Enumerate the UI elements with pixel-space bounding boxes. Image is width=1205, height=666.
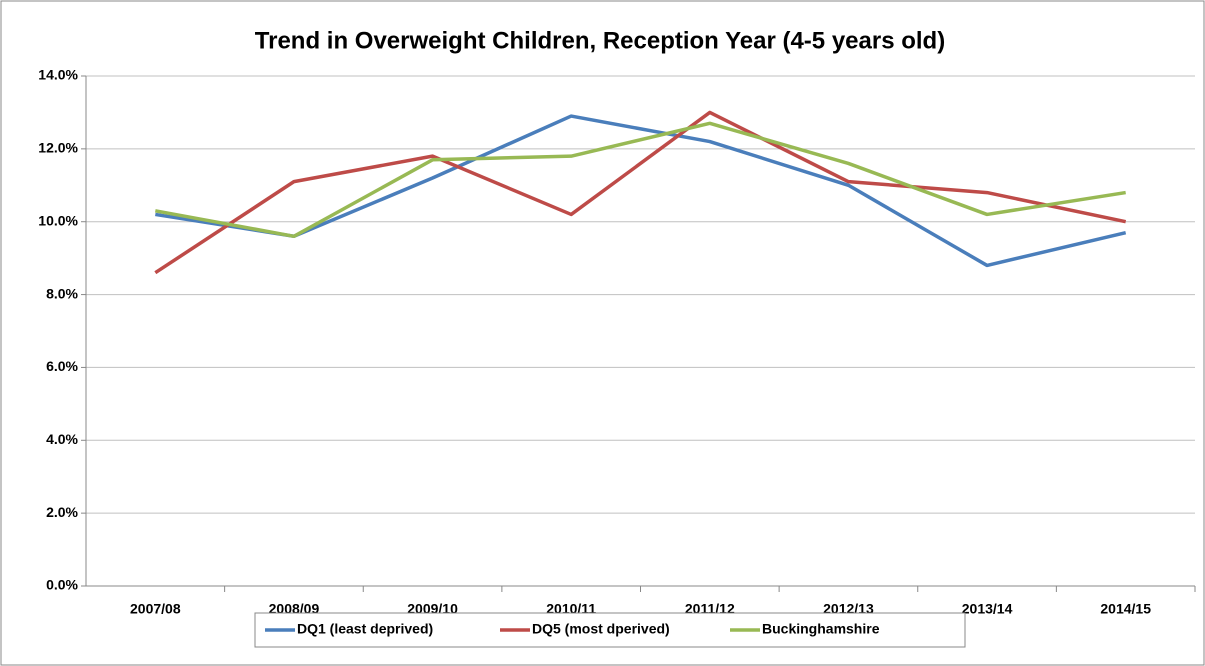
series-line: [154, 110, 1127, 275]
x-tick-label: 2007/08: [130, 601, 181, 617]
y-tick-label: 0.0%: [46, 577, 78, 593]
y-tick-label: 8.0%: [46, 285, 78, 301]
chart-title: Trend in Overweight Children, Reception …: [255, 27, 945, 54]
x-tick-label: 2014/15: [1100, 601, 1151, 617]
y-tick-label: 10.0%: [38, 212, 78, 228]
legend-box: [254, 612, 966, 648]
y-tick-label: 14.0%: [38, 67, 78, 83]
y-tick-label: 2.0%: [46, 504, 78, 520]
y-tick-label: 6.0%: [46, 358, 78, 374]
x-tick-label: 2013/14: [962, 601, 1013, 617]
series-line: [155, 114, 1127, 268]
series-line: [154, 121, 1126, 239]
y-tick-label: 12.0%: [38, 140, 78, 156]
legend-label: DQ5 (most dperived): [532, 621, 670, 637]
legend-label: DQ1 (least deprived): [297, 621, 433, 637]
legend-label: Buckinghamshire: [762, 621, 880, 637]
y-tick-label: 4.0%: [46, 431, 78, 447]
